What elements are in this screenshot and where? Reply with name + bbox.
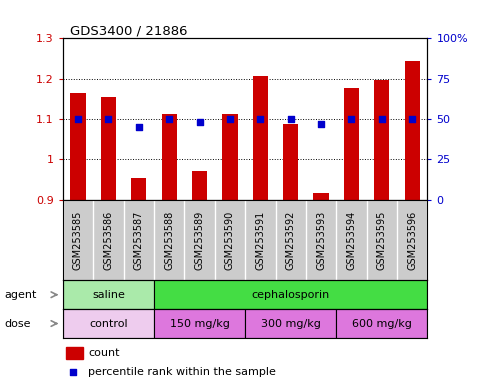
- Text: GSM253587: GSM253587: [134, 210, 144, 270]
- Text: 150 mg/kg: 150 mg/kg: [170, 318, 229, 329]
- Text: GSM253595: GSM253595: [377, 210, 387, 270]
- Text: GSM253590: GSM253590: [225, 210, 235, 270]
- Bar: [192, 172, 207, 200]
- Bar: [63, 309, 154, 338]
- Text: GSM253592: GSM253592: [286, 210, 296, 270]
- Bar: [253, 76, 268, 200]
- Bar: [336, 309, 427, 338]
- Bar: [154, 280, 427, 309]
- Bar: [101, 97, 116, 200]
- Point: [165, 116, 173, 122]
- Bar: [67, 347, 83, 359]
- Text: dose: dose: [5, 318, 31, 329]
- Point: [317, 121, 325, 127]
- Bar: [313, 193, 329, 200]
- Point: [287, 116, 295, 122]
- Text: percentile rank within the sample: percentile rank within the sample: [88, 367, 276, 377]
- Point: [409, 116, 416, 122]
- Bar: [222, 114, 238, 200]
- Text: control: control: [89, 318, 128, 329]
- Bar: [283, 124, 298, 200]
- Text: 300 mg/kg: 300 mg/kg: [261, 318, 321, 329]
- Bar: [374, 80, 389, 200]
- Point: [104, 116, 112, 122]
- Text: GDS3400 / 21886: GDS3400 / 21886: [70, 24, 187, 37]
- Point: [256, 116, 264, 122]
- Bar: [161, 114, 177, 200]
- Point: [135, 124, 142, 130]
- Bar: [344, 88, 359, 200]
- Bar: [405, 61, 420, 200]
- Point: [226, 116, 234, 122]
- Bar: [154, 309, 245, 338]
- Bar: [63, 280, 154, 309]
- Point: [69, 369, 77, 375]
- Text: count: count: [88, 348, 120, 358]
- Text: GSM253591: GSM253591: [256, 210, 265, 270]
- Text: GSM253589: GSM253589: [195, 210, 204, 270]
- Point: [196, 119, 203, 125]
- Point: [74, 116, 82, 122]
- Point: [378, 116, 386, 122]
- Point: [348, 116, 355, 122]
- Text: cephalosporin: cephalosporin: [252, 290, 330, 300]
- Text: 600 mg/kg: 600 mg/kg: [352, 318, 412, 329]
- Bar: [131, 177, 146, 200]
- Bar: [245, 309, 336, 338]
- Text: agent: agent: [5, 290, 37, 300]
- Text: GSM253593: GSM253593: [316, 210, 326, 270]
- Text: GSM253586: GSM253586: [103, 210, 114, 270]
- Text: GSM253594: GSM253594: [346, 210, 356, 270]
- Text: saline: saline: [92, 290, 125, 300]
- Text: GSM253585: GSM253585: [73, 210, 83, 270]
- Text: GSM253596: GSM253596: [407, 210, 417, 270]
- Text: GSM253588: GSM253588: [164, 210, 174, 270]
- Bar: [71, 93, 85, 200]
